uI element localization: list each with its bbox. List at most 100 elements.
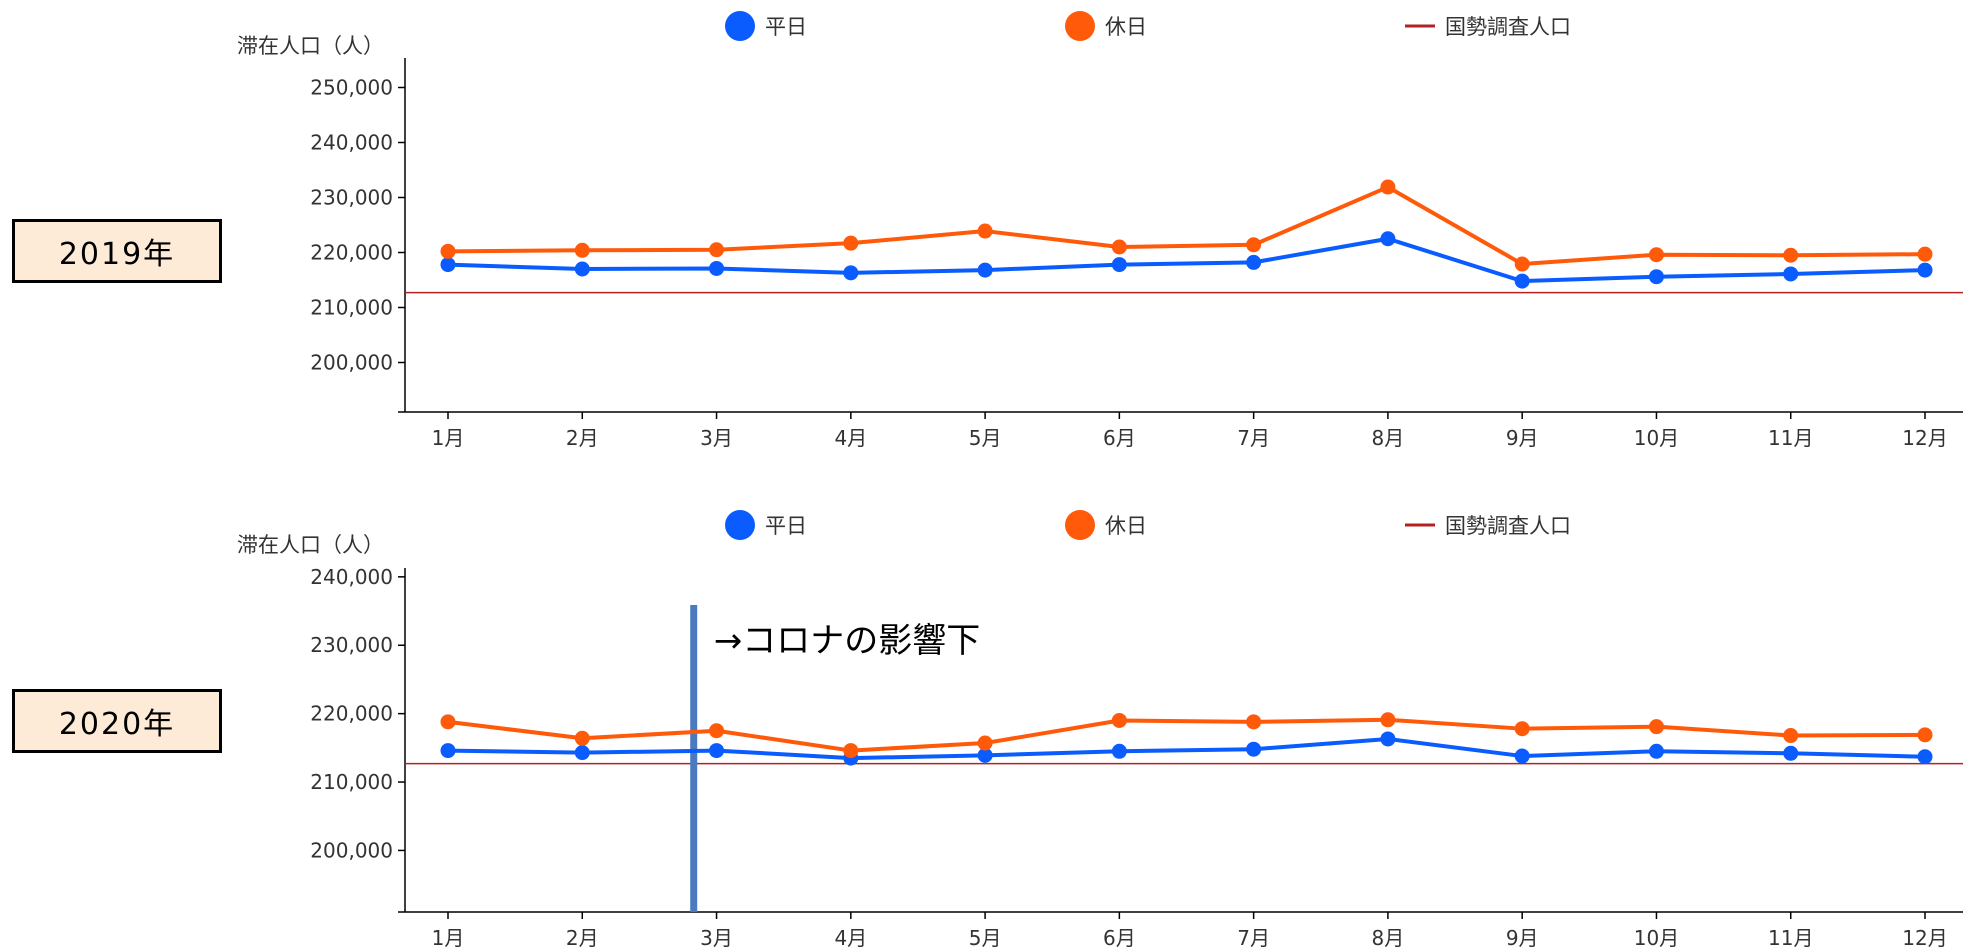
- legend-label: 休日: [1105, 15, 1147, 39]
- weekday-series-point: [1648, 743, 1664, 759]
- weekday-series-point: [1246, 254, 1262, 270]
- x-tick-label: 5月: [969, 926, 1002, 949]
- weekday-series-point: [1783, 266, 1799, 282]
- weekday-series-point: [977, 262, 993, 278]
- x-tick-label: 10月: [1634, 926, 1679, 949]
- holiday-series-point: [843, 235, 859, 251]
- x-tick-label: 5月: [969, 426, 1002, 450]
- weekday-series-point: [1380, 731, 1396, 747]
- holiday-series-point: [1246, 237, 1262, 253]
- y-tick-label: 230,000: [310, 633, 393, 657]
- x-tick-label: 7月: [1237, 926, 1270, 949]
- y-tick-label: 240,000: [310, 131, 393, 155]
- holiday-series-point: [574, 730, 590, 746]
- weekday-series-point: [977, 747, 993, 763]
- x-tick-label: 1月: [432, 426, 465, 450]
- weekday-series-point: [1246, 741, 1262, 757]
- x-tick-label: 12月: [1902, 926, 1947, 949]
- y-axis-title: 滞在人口（人）: [237, 34, 384, 58]
- legend-label: 国勢調査人口: [1445, 514, 1571, 538]
- x-tick-label: 9月: [1506, 426, 1539, 450]
- legend-marker-holiday: [1065, 510, 1095, 540]
- x-tick-label: 8月: [1372, 426, 1405, 450]
- y-tick-label: 220,000: [310, 702, 393, 726]
- weekday-series-point: [1783, 745, 1799, 761]
- x-tick-label: 7月: [1237, 426, 1270, 450]
- x-tick-label: 3月: [700, 426, 733, 450]
- weekday-series-point: [1380, 231, 1396, 247]
- holiday-series-point: [440, 243, 456, 259]
- covid-marker-bar: [690, 605, 698, 912]
- y-tick-label: 200,000: [310, 838, 393, 862]
- legend-marker-holiday: [1065, 11, 1095, 41]
- weekday-series-point: [709, 260, 725, 276]
- legend-label: 平日: [765, 15, 807, 39]
- weekday-series-point: [1111, 257, 1127, 273]
- x-tick-label: 1月: [432, 926, 465, 949]
- x-tick-label: 4月: [834, 926, 867, 949]
- y-tick-label: 220,000: [310, 241, 393, 265]
- y-tick-label: 240,000: [310, 565, 393, 589]
- weekday-series-point: [440, 257, 456, 273]
- holiday-series-point: [574, 242, 590, 258]
- year-label-box: 2020年: [12, 689, 222, 753]
- holiday-series-point: [1514, 256, 1530, 272]
- holiday-series-point: [1111, 712, 1127, 728]
- x-tick-label: 11月: [1768, 926, 1813, 949]
- weekday-series-line: [447, 236, 1926, 284]
- weekday-series-point: [574, 261, 590, 277]
- x-tick-label: 2月: [566, 926, 599, 949]
- weekday-series-point: [574, 745, 590, 761]
- y-tick-label: 210,000: [310, 770, 393, 794]
- weekday-series-point: [440, 743, 456, 759]
- holiday-series-line: [447, 185, 1926, 267]
- x-tick-label: 11月: [1768, 426, 1813, 450]
- holiday-series-point: [1246, 714, 1262, 730]
- holiday-series-point: [1514, 721, 1530, 737]
- year-label-box: 2019年: [12, 219, 222, 283]
- y-axis-title: 滞在人口（人）: [237, 533, 384, 557]
- holiday-series-point: [1648, 719, 1664, 735]
- weekday-series-point: [1917, 749, 1933, 765]
- x-tick-label: 12月: [1902, 426, 1947, 450]
- covid-annotation-text: →コロナの影響下: [714, 621, 981, 661]
- holiday-series-point: [709, 723, 725, 739]
- x-tick-label: 8月: [1372, 926, 1405, 949]
- weekday-series-point: [1111, 743, 1127, 759]
- weekday-series-point: [1917, 262, 1933, 278]
- weekday-series-point: [1648, 269, 1664, 285]
- x-tick-label: 6月: [1103, 426, 1136, 450]
- holiday-series-point: [1783, 247, 1799, 263]
- holiday-series-point: [1380, 179, 1396, 195]
- legend-marker-weekday: [725, 510, 755, 540]
- x-tick-label: 3月: [700, 926, 733, 949]
- holiday-series-point: [709, 242, 725, 258]
- y-tick-label: 210,000: [310, 296, 393, 320]
- weekday-series-point: [1514, 748, 1530, 764]
- weekday-series-point: [709, 743, 725, 759]
- chart-panel-2019: 2019年 平日 休日 国勢調査人口滞在人口（人） 200,000 210,000 220…: [12, 11, 1963, 450]
- x-tick-label: 9月: [1506, 926, 1539, 949]
- x-tick-label: 10月: [1634, 426, 1679, 450]
- weekday-series-point: [1514, 273, 1530, 289]
- holiday-series-point: [977, 223, 993, 239]
- legend-label: 休日: [1105, 514, 1147, 538]
- holiday-series-point: [1783, 728, 1799, 744]
- x-tick-label: 2月: [566, 426, 599, 450]
- x-tick-label: 4月: [834, 426, 867, 450]
- holiday-series-point: [843, 743, 859, 759]
- holiday-series-point: [977, 735, 993, 751]
- holiday-series-point: [440, 714, 456, 730]
- y-tick-label: 200,000: [310, 351, 393, 375]
- chart-panel-2020: 2020年 平日 休日 国勢調査人口 滞在人口（人） 200,000 210,000 220…: [0, 475, 1963, 949]
- weekday-series-point: [843, 265, 859, 281]
- legend-marker-weekday: [725, 11, 755, 41]
- holiday-series-point: [1917, 727, 1933, 743]
- holiday-series-point: [1917, 246, 1933, 262]
- y-tick-label: 250,000: [310, 76, 393, 100]
- x-tick-label: 6月: [1103, 926, 1136, 949]
- holiday-series-point: [1648, 247, 1664, 263]
- legend-label: 国勢調査人口: [1445, 15, 1571, 39]
